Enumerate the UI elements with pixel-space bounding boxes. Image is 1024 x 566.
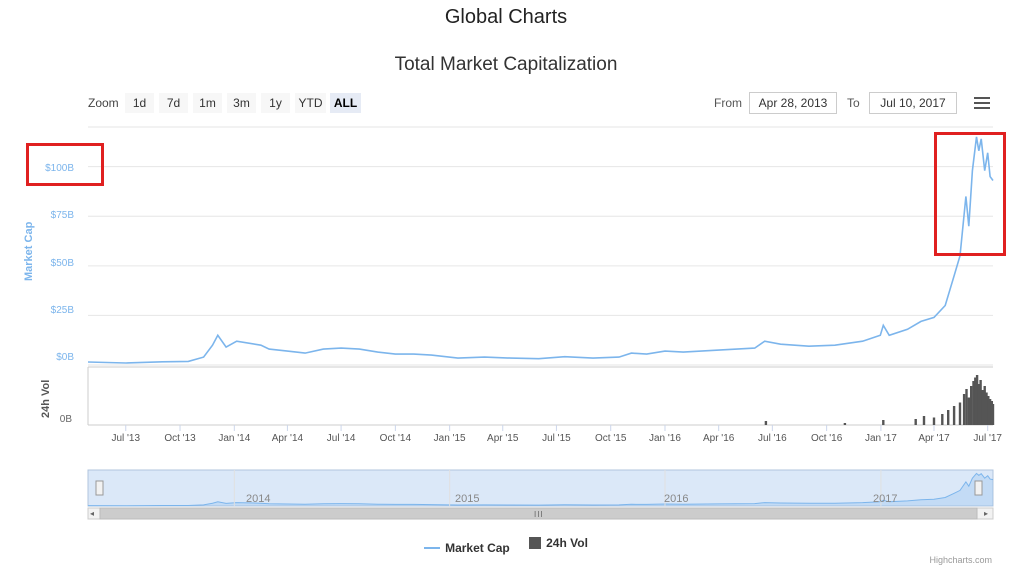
x-tick-label: Jan '14 [218, 433, 251, 444]
volume-bar [843, 423, 847, 425]
x-tick-label: Oct '15 [595, 433, 627, 444]
from-label: From [714, 96, 742, 110]
from-date-input[interactable]: Apr 28, 2013 [749, 92, 837, 114]
x-tick-label: Jul '14 [326, 433, 356, 444]
hamburger-menu-icon[interactable] [974, 97, 990, 111]
volume-bar [962, 394, 966, 425]
legend-line-icon [424, 547, 441, 549]
y-tick-label: $0B [56, 352, 74, 363]
volume-bar [977, 384, 980, 425]
legend: Market Cap 24h Vol [0, 536, 1012, 555]
volume-bar [981, 390, 984, 425]
volume-bar [991, 404, 995, 425]
x-tick-label: Apr '15 [487, 433, 519, 444]
y-tick-label: $75B [50, 210, 74, 221]
zoom-button-ytd[interactable]: YTD [295, 93, 326, 113]
navigator-area [88, 473, 993, 506]
volume-bar [983, 386, 986, 425]
navigator-handle-left [95, 480, 104, 496]
zoom-button-3m[interactable]: 3m [227, 93, 256, 113]
y-tick-label: $25B [50, 305, 74, 316]
volume-bar [952, 406, 956, 425]
navigator-line [87, 472, 994, 507]
volume-bar [764, 421, 768, 425]
x-tick-label: Oct '16 [810, 433, 843, 444]
zoom-button-1m[interactable]: 1m [193, 93, 222, 113]
volume-bar [985, 392, 988, 425]
volume-tick-label: 0B [59, 414, 72, 425]
x-tick-label: Oct '14 [379, 433, 412, 444]
scrollbar-grip[interactable]: III [534, 510, 544, 519]
volume-bar [882, 420, 885, 425]
arrow-left-icon[interactable]: ◂ [90, 509, 95, 518]
volume-bar [974, 377, 977, 425]
zoom-button-1y[interactable]: 1y [261, 93, 290, 113]
x-tick-label: Apr '17 [918, 433, 950, 444]
navigator-year-label: 2014 [246, 493, 271, 505]
volume-bar [965, 389, 968, 425]
volume-bar [922, 416, 926, 425]
highlight-box-peak [934, 132, 1006, 256]
volume-bar [972, 381, 975, 425]
volume-bar [932, 417, 936, 425]
navigator-handle-right [974, 480, 983, 496]
navigator-year-label: 2015 [455, 493, 480, 505]
page-title: Global Charts [444, 6, 568, 28]
to-label: To [847, 96, 860, 110]
series-line-market-cap [87, 136, 994, 364]
volume-bar [975, 375, 979, 425]
zoom-button-7d[interactable]: 7d [159, 93, 188, 113]
zoom-label: Zoom [88, 96, 119, 110]
to-date-input[interactable]: Jul 10, 2017 [869, 92, 957, 114]
volume-bar [914, 419, 917, 425]
zoom-button-1d[interactable]: 1d [125, 93, 154, 113]
legend-item-market-cap[interactable]: Market Cap [424, 541, 510, 555]
x-tick-label: Jul '17 [973, 433, 1002, 444]
credits-link[interactable]: Highcharts.com [929, 555, 992, 565]
x-tick-label: Jan '17 [864, 433, 897, 444]
legend-square-icon [529, 537, 542, 549]
x-tick-label: Jul '16 [758, 433, 787, 444]
volume-bar [970, 386, 973, 425]
highlight-box-y-label [26, 143, 104, 186]
scrollbar-thumb [99, 507, 978, 520]
volume-bar [979, 380, 982, 425]
x-tick-label: Apr '16 [702, 433, 735, 444]
x-tick-label: Oct '13 [164, 433, 196, 444]
volume-bar [947, 410, 950, 425]
arrow-right-icon[interactable]: ▸ [984, 509, 989, 518]
navigator-year-label: 2016 [664, 493, 689, 505]
volume-bar [941, 414, 944, 425]
volume-bar [967, 397, 970, 425]
y-tick-label: $50B [50, 258, 74, 269]
legend-item-volume[interactable]: 24h Vol [529, 536, 588, 550]
volume-bar [958, 402, 962, 425]
navigator-year-label: 2017 [873, 493, 898, 505]
volume-bar [988, 399, 992, 425]
x-tick-label: Apr '14 [271, 433, 304, 444]
chart-title: Total Market Capitalization [394, 54, 618, 75]
x-tick-label: Jul '13 [111, 433, 141, 444]
x-tick-label: Jan '15 [433, 433, 466, 444]
zoom-button-all[interactable]: ALL [330, 93, 361, 113]
x-tick-label: Jul '15 [542, 433, 571, 444]
volume-bar [987, 396, 990, 425]
legend-label: 24h Vol [546, 536, 588, 550]
y-tick-label: $100B [45, 163, 74, 174]
x-tick-label: Jan '16 [649, 433, 681, 444]
navigator-selection [87, 469, 994, 507]
legend-label: Market Cap [445, 541, 510, 555]
